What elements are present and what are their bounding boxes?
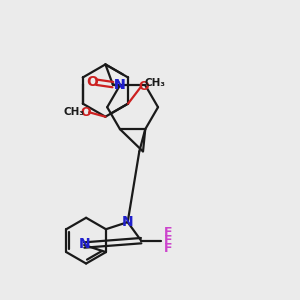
Text: O: O	[80, 106, 91, 119]
Text: N: N	[114, 78, 126, 92]
Text: F: F	[164, 226, 173, 239]
Text: N: N	[122, 215, 134, 229]
Text: O: O	[139, 80, 149, 93]
Text: F: F	[164, 242, 173, 256]
Text: N: N	[114, 78, 126, 92]
Text: CH₃: CH₃	[144, 78, 165, 88]
Text: N: N	[78, 237, 90, 251]
Text: CH₃: CH₃	[63, 107, 84, 117]
Text: F: F	[164, 234, 173, 247]
Text: O: O	[86, 75, 98, 89]
